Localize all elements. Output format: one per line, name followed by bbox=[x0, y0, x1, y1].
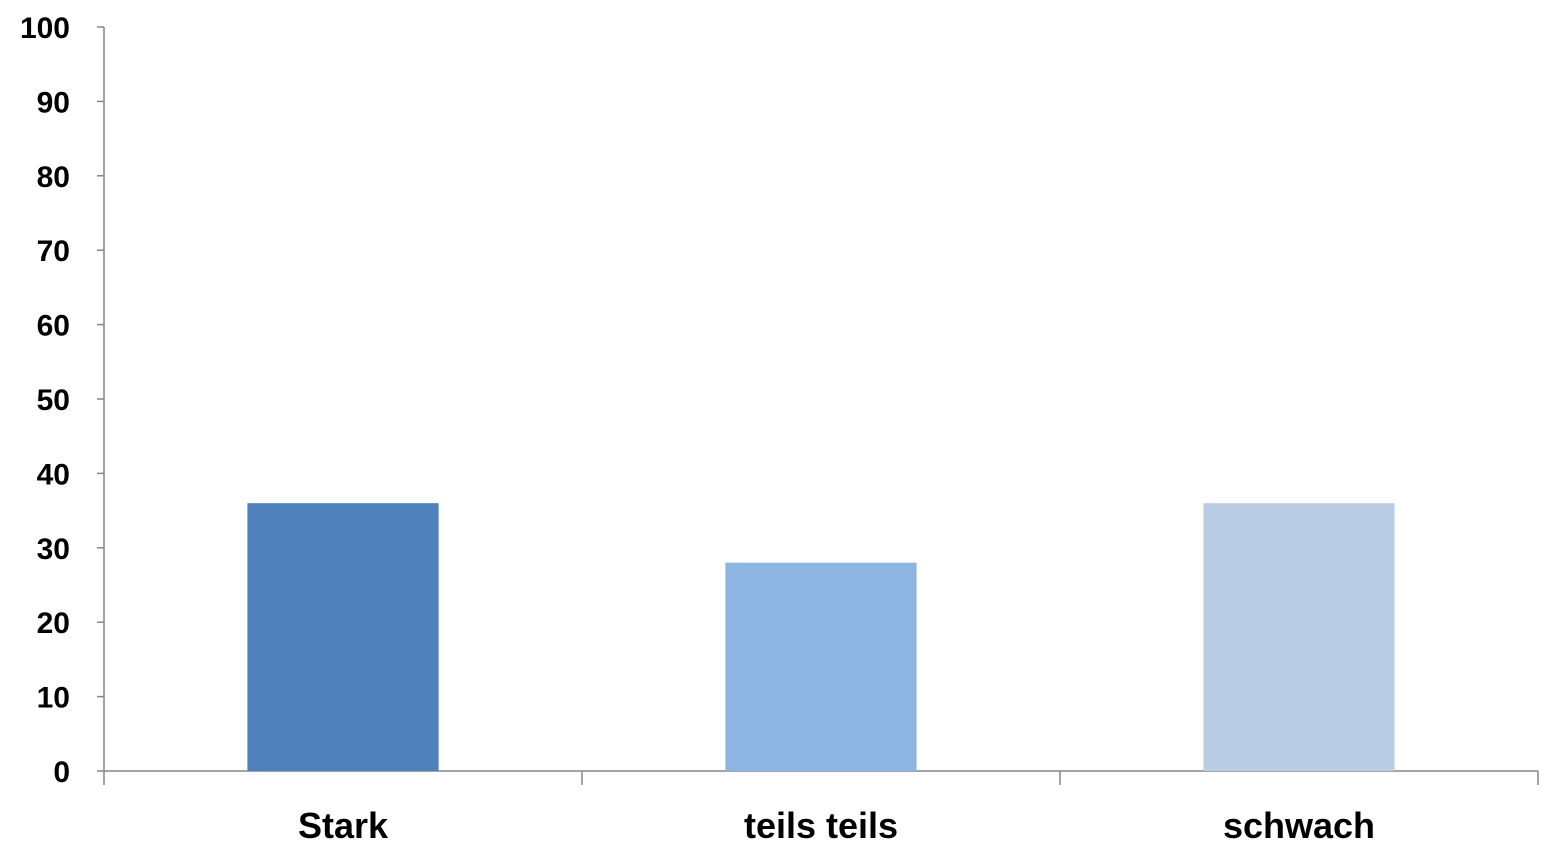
x-category-label: schwach bbox=[1223, 805, 1375, 843]
bar-teils-teils bbox=[725, 562, 917, 771]
y-tick-label: 20 bbox=[37, 607, 70, 640]
y-tick-label: 90 bbox=[37, 86, 70, 119]
bar-stark bbox=[247, 503, 439, 771]
y-tick-label: 70 bbox=[37, 235, 70, 268]
y-tick-label: 0 bbox=[53, 756, 70, 789]
y-tick-label: 80 bbox=[37, 161, 70, 194]
y-tick-label: 30 bbox=[37, 533, 70, 566]
y-tick-label: 40 bbox=[37, 458, 70, 491]
y-tick-label: 50 bbox=[37, 384, 70, 417]
y-axis: 0 10 20 30 40 50 60 70 80 90 100 bbox=[20, 12, 105, 789]
y-tick-label: 60 bbox=[37, 310, 70, 343]
x-axis: Stark teils teils schwach bbox=[103, 770, 1539, 846]
y-tick-label: 100 bbox=[20, 12, 70, 45]
x-category-label: teils teils bbox=[744, 805, 898, 843]
bars bbox=[247, 503, 1395, 771]
x-category-label: Stark bbox=[298, 805, 389, 843]
y-tick-label: 10 bbox=[37, 682, 70, 715]
bar-schwach bbox=[1203, 503, 1395, 771]
